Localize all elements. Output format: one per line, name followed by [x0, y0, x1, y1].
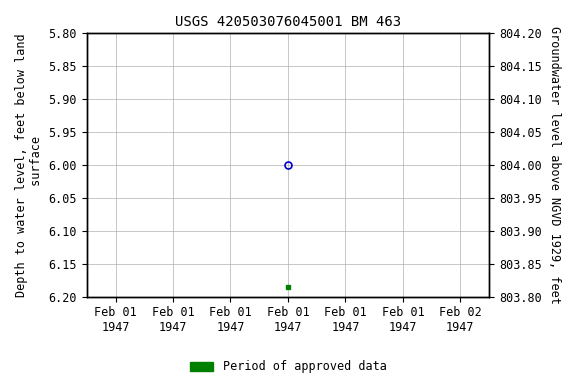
Legend: Period of approved data: Period of approved data: [185, 356, 391, 378]
Y-axis label: Groundwater level above NGVD 1929, feet: Groundwater level above NGVD 1929, feet: [548, 26, 561, 304]
Title: USGS 420503076045001 BM 463: USGS 420503076045001 BM 463: [175, 15, 401, 29]
Y-axis label: Depth to water level, feet below land
 surface: Depth to water level, feet below land su…: [15, 33, 43, 297]
